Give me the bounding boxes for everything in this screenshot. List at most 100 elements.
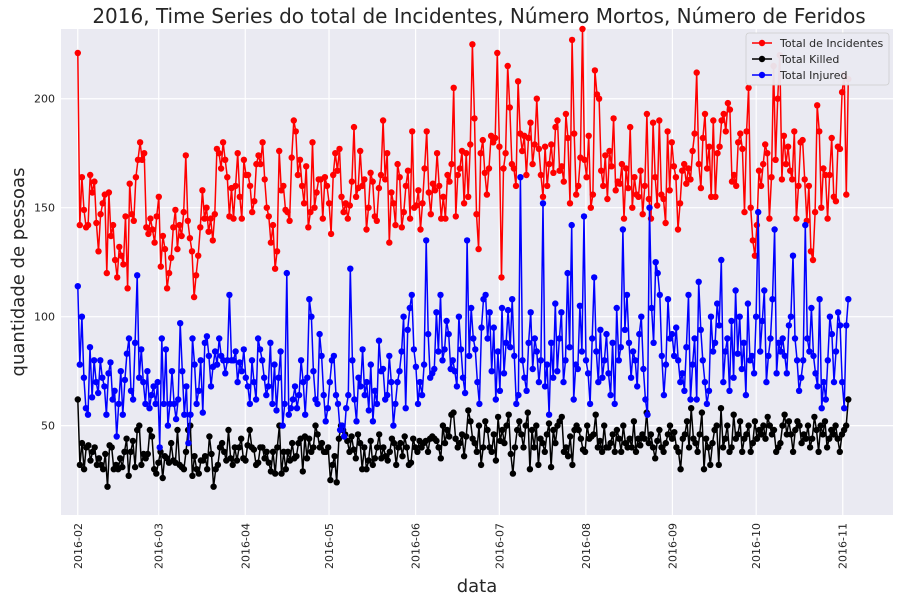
data-point: [649, 119, 657, 126]
data-point: [310, 368, 317, 375]
data-point: [475, 245, 482, 253]
data-point: [225, 426, 232, 434]
data-point: [84, 221, 92, 229]
data-point: [404, 167, 412, 174]
data-point: [132, 174, 140, 181]
data-point: [313, 189, 320, 196]
data-point: [300, 200, 308, 207]
data-point: [733, 182, 740, 190]
legend-marker: [758, 39, 766, 47]
data-point: [404, 326, 411, 333]
data-point: [699, 134, 707, 142]
data-point: [277, 348, 284, 355]
data-point: [91, 178, 98, 185]
data-point: [174, 426, 181, 434]
data-point: [492, 396, 499, 403]
data-point: [375, 184, 383, 192]
data-point: [699, 357, 706, 364]
data-point: [539, 193, 547, 200]
data-point: [273, 248, 281, 255]
data-point: [147, 215, 154, 222]
data-point: [581, 448, 589, 455]
data-point: [598, 167, 605, 174]
data-point: [787, 431, 795, 438]
data-point: [683, 180, 690, 187]
series-0: [74, 25, 852, 301]
data-point: [619, 226, 627, 233]
data-point: [541, 143, 549, 150]
data-point: [74, 283, 82, 290]
data-point: [82, 405, 90, 412]
data-point: [204, 466, 211, 473]
data-point: [560, 378, 567, 386]
data-point: [616, 180, 624, 187]
data-point: [666, 187, 673, 194]
data-point: [131, 463, 139, 471]
data-point: [361, 391, 368, 399]
data-point: [121, 448, 128, 455]
data-point: [546, 160, 553, 168]
data-point: [189, 472, 196, 479]
data-point: [88, 394, 96, 401]
data-point: [423, 237, 430, 244]
data-point: [343, 405, 350, 412]
data-point: [485, 165, 493, 172]
data-point: [159, 474, 166, 482]
data-point: [233, 457, 241, 464]
data-point: [566, 344, 573, 351]
data-point: [214, 461, 222, 469]
data-point: [377, 171, 385, 179]
data-point: [641, 435, 648, 442]
data-point: [182, 448, 190, 455]
data-point: [350, 446, 357, 453]
data-point: [105, 370, 112, 377]
data-point: [105, 189, 113, 196]
data-point: [116, 243, 123, 251]
data-point: [252, 396, 260, 403]
data-point: [514, 426, 521, 434]
data-point: [796, 422, 803, 429]
data-point: [335, 435, 343, 442]
data-point: [386, 448, 393, 455]
data-point: [814, 383, 821, 390]
data-point: [621, 326, 629, 333]
data-point: [672, 174, 680, 181]
data-point: [473, 448, 480, 455]
data-point: [136, 422, 143, 429]
data-point: [698, 409, 706, 416]
data-point: [435, 348, 442, 355]
data-point: [676, 200, 684, 207]
data-point: [160, 400, 167, 408]
data-point: [734, 350, 741, 357]
data-point: [208, 450, 215, 458]
data-point: [749, 439, 756, 447]
data-point: [504, 306, 512, 314]
data-point: [286, 217, 293, 224]
data-point: [398, 224, 405, 231]
data-point: [843, 322, 850, 329]
data-point: [618, 160, 626, 168]
data-point: [744, 300, 752, 307]
data-point: [533, 422, 540, 429]
data-point: [504, 62, 511, 70]
legend-entry: Total Injured: [779, 69, 847, 82]
data-point: [367, 437, 374, 445]
data-point: [129, 437, 137, 445]
data-point: [828, 330, 836, 338]
data-point: [528, 426, 536, 434]
data-point: [151, 239, 158, 246]
data-point: [327, 476, 334, 484]
data-point: [122, 213, 129, 220]
data-point: [629, 348, 637, 355]
data-point: [575, 426, 582, 434]
data-point: [507, 344, 514, 351]
data-point: [745, 422, 752, 429]
data-point: [314, 400, 321, 408]
data-point: [757, 182, 765, 190]
data-point: [80, 466, 88, 473]
data-point: [361, 176, 368, 183]
data-point: [811, 208, 819, 216]
data-point: [406, 304, 413, 312]
data-point: [384, 150, 391, 157]
data-point: [584, 422, 591, 429]
